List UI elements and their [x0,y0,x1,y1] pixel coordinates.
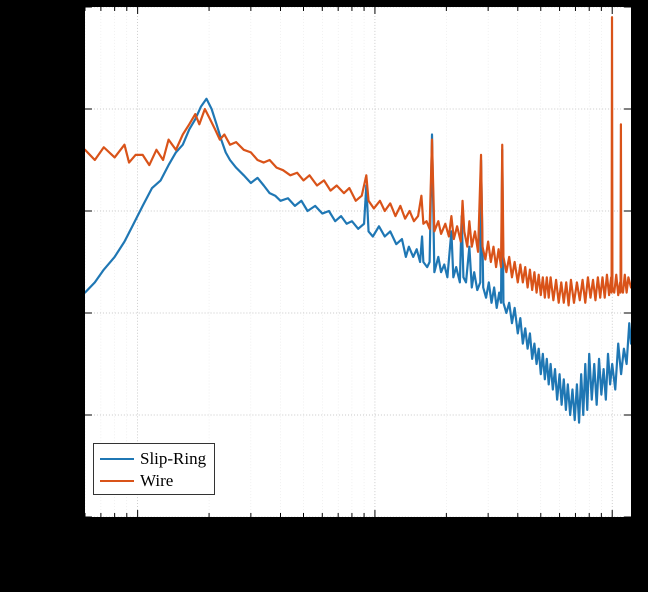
legend-item-wire: Wire [100,470,206,492]
plot-area: Slip-Ring Wire [84,6,632,518]
legend-label-wire: Wire [140,471,173,491]
legend-swatch-wire [100,480,134,482]
legend-label-slip-ring: Slip-Ring [140,449,206,469]
legend: Slip-Ring Wire [93,443,215,495]
chart-svg [85,7,631,517]
legend-swatch-slip-ring [100,458,134,460]
legend-item-slip-ring: Slip-Ring [100,448,206,470]
